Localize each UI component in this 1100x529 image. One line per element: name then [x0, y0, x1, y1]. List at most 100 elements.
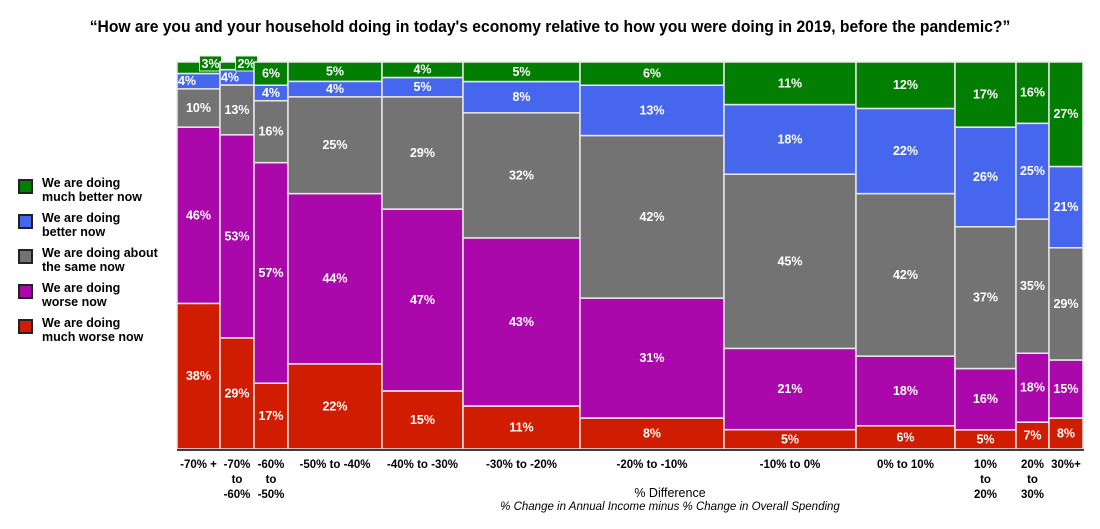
legend-label-line: much worse now [42, 330, 144, 344]
segment-we-are-doing-about-the-same-now-col-8 [855, 192, 956, 357]
segment-we-are-doing-worse-now-col-1 [219, 134, 255, 339]
data-label-we-are-doing-about-the-same-now-col-7: 45% [777, 254, 802, 268]
data-label-we-are-doing-better-now-col-4: 5% [413, 80, 431, 94]
data-label-we-are-doing-worse-now-col-3: 44% [322, 272, 347, 286]
data-label-we-are-doing-about-the-same-now-col-0: 10% [186, 101, 211, 115]
x-axis-subtitle: % Change in Annual Income minus % Change… [500, 501, 840, 513]
segment-we-are-doing-worse-now-col-0 [176, 126, 221, 305]
legend-label-same: We are doing about the same now [42, 246, 158, 274]
legend-label-line: We are doing [42, 316, 121, 330]
data-label-we-are-doing-worse-now-col-6: 31% [639, 351, 664, 365]
segment-we-are-doing-better-now-col-8 [855, 107, 956, 195]
legend-label-better: We are doing better now [42, 211, 120, 239]
data-label-we-are-doing-much-better-now-col-10: 16% [1020, 86, 1045, 100]
data-label-we-are-doing-better-now-col-8: 22% [893, 144, 918, 158]
data-label-we-are-doing-about-the-same-now-col-10: 35% [1020, 279, 1045, 293]
legend-item-same: We are doing about the same now [18, 246, 173, 281]
x-tick-label-10: 30% [1021, 489, 1044, 501]
segment-we-are-doing-worse-now-col-3 [287, 192, 383, 365]
data-label-we-are-doing-worse-now-col-11: 15% [1053, 382, 1078, 396]
x-tick-label-10: to [1027, 474, 1038, 486]
data-label-we-are-doing-about-the-same-now-col-9: 37% [973, 291, 998, 305]
legend-label-line: We are doing [42, 211, 121, 225]
data-label-we-are-doing-worse-now-col-5: 43% [509, 315, 534, 329]
segment-we-are-doing-worse-now-col-6 [579, 297, 725, 419]
legend-swatch-same [18, 249, 33, 264]
x-tick-label-10: 20% [1021, 459, 1044, 471]
x-tick-label-2: -60% [258, 459, 285, 471]
data-label-we-are-doing-much-worse-now-col-7: 5% [781, 432, 799, 446]
segment-we-are-doing-about-the-same-now-col-4 [381, 96, 464, 210]
data-label-we-are-doing-much-better-now-col-0: 3% [202, 57, 220, 71]
data-label-we-are-doing-much-better-now-col-1: 2% [237, 57, 255, 71]
legend-label-line: the same now [42, 260, 125, 274]
data-label-we-are-doing-worse-now-col-2: 57% [258, 266, 283, 280]
data-label-we-are-doing-much-worse-now-col-3: 22% [322, 399, 347, 413]
segment-we-are-doing-worse-now-col-2 [253, 161, 289, 384]
x-tick-label-9: 20% [974, 489, 997, 501]
legend-swatch-worse [18, 284, 33, 299]
legend-swatch-better [18, 214, 33, 229]
segment-we-are-doing-much-worse-now-col-3 [287, 363, 383, 450]
segment-we-are-doing-worse-now-col-11 [1048, 359, 1084, 419]
segment-we-are-doing-about-the-same-now-col-2 [253, 99, 289, 164]
segment-we-are-doing-much-worse-now-col-2 [253, 382, 289, 450]
legend-item-worse: We are doing worse now [18, 281, 173, 316]
x-tick-label-6: -20% to -10% [617, 459, 688, 471]
legend-label-much-worse: We are doing much worse now [42, 316, 143, 344]
data-label-we-are-doing-much-worse-now-col-11: 8% [1057, 427, 1075, 441]
data-label-we-are-doing-much-worse-now-col-10: 7% [1023, 429, 1041, 443]
chart-title: “How are you and your household doing in… [89, 17, 1011, 36]
data-label-we-are-doing-much-better-now-col-2: 6% [262, 67, 280, 81]
x-tick-label-2: to [266, 474, 277, 486]
segment-we-are-doing-much-better-now-col-10 [1015, 61, 1050, 125]
legend-label-much-better: We are doing much better now [42, 176, 142, 204]
data-label-we-are-doing-worse-now-col-0: 46% [186, 208, 211, 222]
data-label-we-are-doing-about-the-same-now-col-1: 13% [224, 103, 249, 117]
legend: We are doing much better now We are doin… [18, 176, 173, 351]
data-label-we-are-doing-much-better-now-col-3: 5% [326, 65, 344, 79]
segment-we-are-doing-worse-now-col-4 [381, 208, 464, 392]
segment-we-are-doing-about-the-same-now-col-7 [723, 173, 857, 350]
data-label-we-are-doing-worse-now-col-7: 21% [777, 382, 802, 396]
x-tick-label-11: 30%+ [1051, 459, 1081, 471]
x-tick-label-1: to [232, 474, 243, 486]
x-tick-label-3: -50% to -40% [300, 459, 371, 471]
data-label-we-are-doing-much-worse-now-col-4: 15% [410, 413, 435, 427]
segment-we-are-doing-worse-now-col-5 [462, 237, 581, 407]
legend-swatch-much-worse [18, 319, 33, 334]
data-label-we-are-doing-much-worse-now-col-0: 38% [186, 369, 211, 383]
data-label-we-are-doing-about-the-same-now-col-2: 16% [258, 125, 283, 139]
legend-label-line: better now [42, 225, 106, 239]
x-tick-label-9: to [980, 474, 991, 486]
data-label-we-are-doing-about-the-same-now-col-8: 42% [893, 268, 918, 282]
segment-we-are-doing-about-the-same-now-col-11 [1048, 247, 1084, 361]
data-label-we-are-doing-much-worse-now-col-1: 29% [224, 386, 249, 400]
data-label-we-are-doing-worse-now-col-8: 18% [893, 384, 918, 398]
data-label-we-are-doing-about-the-same-now-col-3: 25% [322, 138, 347, 152]
x-axis-title: % Difference [634, 486, 706, 500]
legend-label-line: We are doing [42, 176, 121, 190]
data-label-we-are-doing-about-the-same-now-col-6: 42% [639, 210, 664, 224]
legend-label-worse: We are doing worse now [42, 281, 120, 309]
legend-label-line: much better now [42, 190, 143, 204]
data-label-we-are-doing-better-now-col-11: 21% [1053, 200, 1078, 214]
segment-we-are-doing-worse-now-col-9 [954, 367, 1017, 431]
x-tick-label-9: 10% [974, 459, 997, 471]
data-label-we-are-doing-worse-now-col-1: 53% [224, 229, 249, 243]
legend-item-much-better: We are doing much better now [18, 176, 173, 211]
segment-we-are-doing-much-better-now-col-7 [723, 61, 857, 106]
segment-we-are-doing-much-worse-now-col-10 [1015, 421, 1050, 450]
legend-label-line: worse now [42, 295, 107, 309]
segment-we-are-doing-much-worse-now-col-6 [579, 417, 725, 450]
data-label-we-are-doing-about-the-same-now-col-4: 29% [410, 146, 435, 160]
segment-we-are-doing-much-worse-now-col-0 [176, 302, 221, 450]
segment-we-are-doing-about-the-same-now-col-9 [954, 226, 1017, 370]
x-tick-label-5: -30% to -20% [486, 459, 557, 471]
data-label-we-are-doing-much-better-now-col-5: 5% [512, 65, 530, 79]
data-label-we-are-doing-much-better-now-col-9: 17% [973, 88, 998, 102]
data-label-we-are-doing-much-better-now-col-8: 12% [893, 78, 918, 92]
x-tick-label-7: -10% to 0% [760, 459, 821, 471]
data-label-we-are-doing-much-better-now-col-11: 27% [1053, 107, 1078, 121]
